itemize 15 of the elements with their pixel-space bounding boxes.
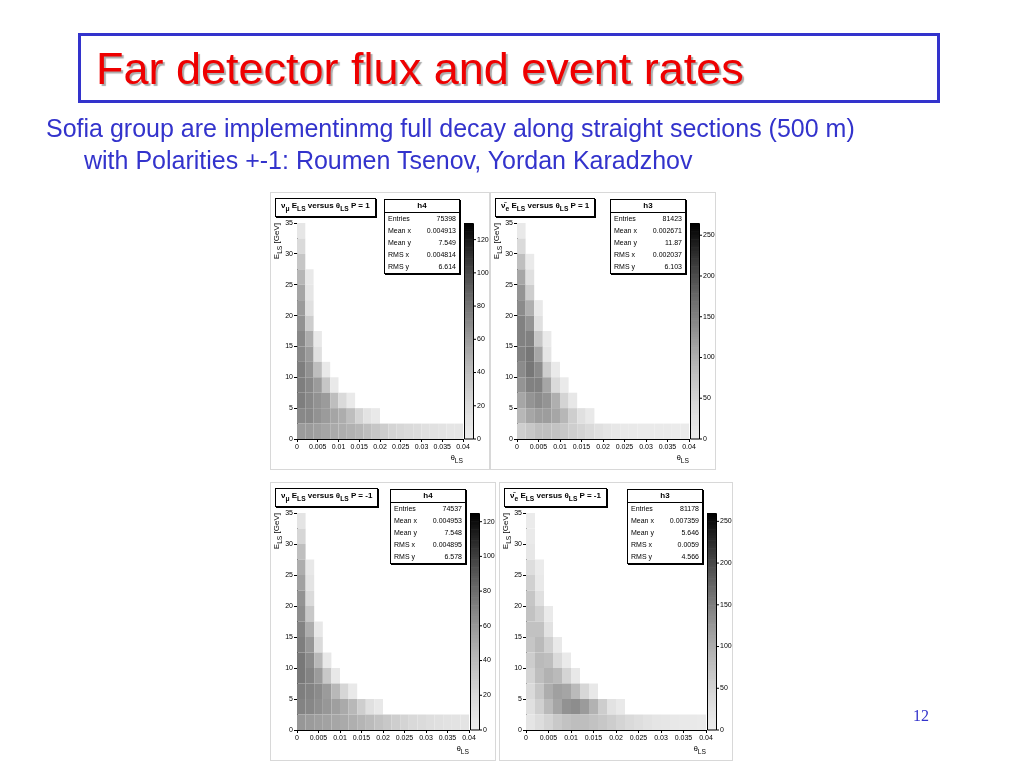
text: h3 bbox=[628, 490, 702, 503]
x-axis-title: θ$_{LS}$ bbox=[450, 453, 463, 466]
text: 12 bbox=[913, 707, 929, 725]
chart-title: ν$_{μ}$ E$_{LS}$ versus θ$_{LS}$ P = 1 bbox=[275, 198, 376, 217]
text: h3 bbox=[611, 200, 685, 213]
x-axis-title: θ$_{LS}$ bbox=[456, 744, 469, 757]
x-axis-title: θ$_{LS}$ bbox=[693, 744, 706, 757]
x-axis-title: θ$_{LS}$ bbox=[676, 453, 689, 466]
chart-title: ν$_{μ}$ E$_{LS}$ versus θ$_{LS}$ P = -1 bbox=[275, 488, 379, 507]
chart-title: ν̄$_{e}$ E$_{LS}$ versus θ$_{LS}$ P = -1 bbox=[504, 488, 607, 507]
chart-title: ν̄$_{e}$ E$_{LS}$ versus θ$_{LS}$ P = 1 bbox=[495, 198, 596, 217]
text: Far detector flux and event rates bbox=[96, 43, 744, 94]
text: Sofia group are implementinmg full decay along straight sections (500 m) with Polarities +-1: Roumen Tsenov, Yordan Karadzhov bbox=[46, 113, 856, 176]
text: h4 bbox=[391, 490, 465, 503]
text: h4 bbox=[385, 200, 459, 213]
